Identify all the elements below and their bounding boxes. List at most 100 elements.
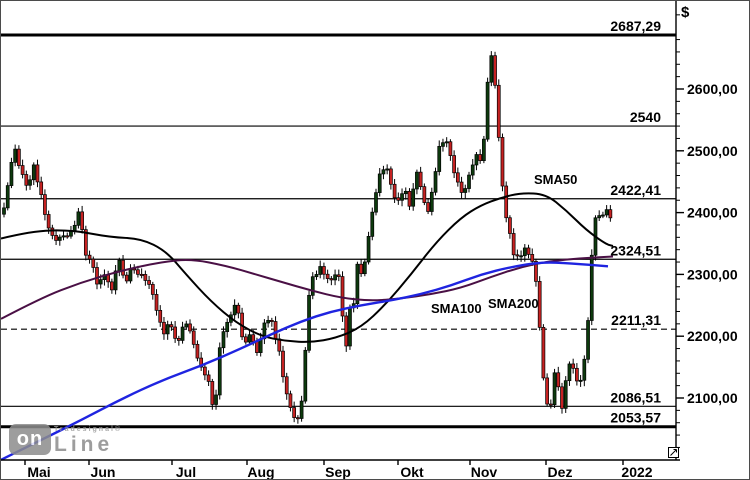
candle-body [567, 363, 572, 382]
candle-body [296, 417, 300, 420]
logo-brand-line: Line [54, 433, 114, 456]
tradesignal-logo: on Tradesignal® Line [9, 424, 122, 455]
candle-body [24, 174, 29, 186]
candle-body [340, 276, 345, 317]
candle-body [482, 138, 486, 161]
sma200-line[interactable] [1, 261, 609, 461]
candle-body [322, 266, 326, 275]
candle-body [575, 367, 579, 382]
candle-body [221, 331, 226, 349]
candle-body [463, 188, 468, 193]
candle-body [422, 186, 427, 203]
candle-body [162, 321, 166, 335]
sma-lines [1, 192, 614, 461]
candle-body [511, 233, 516, 256]
candle-body [526, 247, 531, 255]
candle-body [563, 380, 568, 409]
candle-body [247, 334, 252, 343]
candle-body [411, 188, 416, 207]
candlestick-series[interactable] [2, 51, 613, 424]
candle-body [362, 261, 367, 275]
candle-body [389, 168, 393, 185]
level-label: 2053,57 [610, 410, 661, 426]
candle-body [2, 207, 6, 215]
candle-body [582, 358, 587, 381]
candle-body [117, 259, 122, 272]
candle-body [374, 192, 378, 213]
candle-body [299, 400, 304, 419]
candle-body [136, 269, 140, 275]
sma100-line[interactable] [1, 255, 614, 320]
candle-body [429, 191, 434, 212]
candle-body [91, 258, 96, 268]
candle-body [169, 324, 174, 328]
candle-body [28, 179, 32, 186]
candle-body [87, 254, 92, 260]
candle-body [43, 194, 47, 215]
candle-body [377, 173, 382, 193]
level-label: 2086,51 [610, 389, 661, 405]
level-label: 2422,41 [610, 182, 661, 198]
candle-body [344, 315, 349, 347]
candle-body [307, 294, 311, 351]
candle-body [348, 307, 352, 347]
candle-body [61, 235, 66, 238]
candle-body [188, 323, 192, 332]
level-label: 2211,31 [611, 312, 661, 328]
candle-body [13, 148, 18, 163]
candle-body [459, 181, 464, 193]
candle-body [504, 185, 509, 219]
y-axis-label: 2100,00 [687, 390, 738, 406]
sma100-label: SMA100 [431, 301, 482, 316]
sma200-label: SMA200 [488, 296, 539, 311]
x-axis-label: Jul [176, 464, 196, 480]
candle-body [485, 81, 490, 140]
candle-body [359, 263, 363, 275]
candle-body [522, 247, 527, 257]
y-axis-label: 2500,00 [687, 143, 738, 159]
resize-handle-diagonal [670, 449, 677, 456]
candle-body [560, 386, 564, 409]
candle-body [154, 294, 159, 311]
candle-body [139, 273, 144, 276]
candle-body [39, 181, 44, 195]
candle-body [578, 379, 583, 382]
y-axis-label: 2400,00 [687, 205, 738, 221]
x-axis-label: Sep [325, 464, 351, 480]
candle-body [35, 164, 40, 183]
candle-body [496, 84, 501, 138]
x-axis-label: Dez [548, 464, 573, 480]
candle-body [329, 278, 334, 281]
candle-body [508, 217, 512, 234]
candle-body [318, 266, 323, 275]
level-label: 2540 [630, 109, 661, 125]
resize-handle-icon[interactable] [668, 447, 679, 458]
candle-body [95, 267, 99, 285]
candle-body [310, 276, 315, 296]
chart-plot-area[interactable] [1, 1, 676, 460]
sma50-line[interactable] [1, 192, 614, 343]
candle-body [608, 209, 613, 219]
candle-body [9, 162, 14, 186]
candle-body [385, 168, 390, 171]
candle-body [266, 320, 270, 324]
candle-body [124, 274, 129, 282]
y-axis-label: 2600,00 [687, 81, 738, 97]
x-axis-label: Nov [471, 464, 498, 480]
x-axis-label: Jun [91, 464, 116, 480]
logo-on-box: on [9, 424, 51, 455]
candle-body [589, 254, 594, 321]
candle-body [370, 211, 375, 237]
candle-body [180, 326, 185, 341]
candle-body [50, 227, 55, 236]
candle-body [284, 376, 289, 395]
candle-body [46, 214, 51, 229]
candle-body [314, 274, 319, 278]
candle-body [355, 263, 360, 305]
candle-body [150, 284, 155, 295]
candle-body [72, 224, 77, 231]
candle-body [597, 215, 602, 219]
